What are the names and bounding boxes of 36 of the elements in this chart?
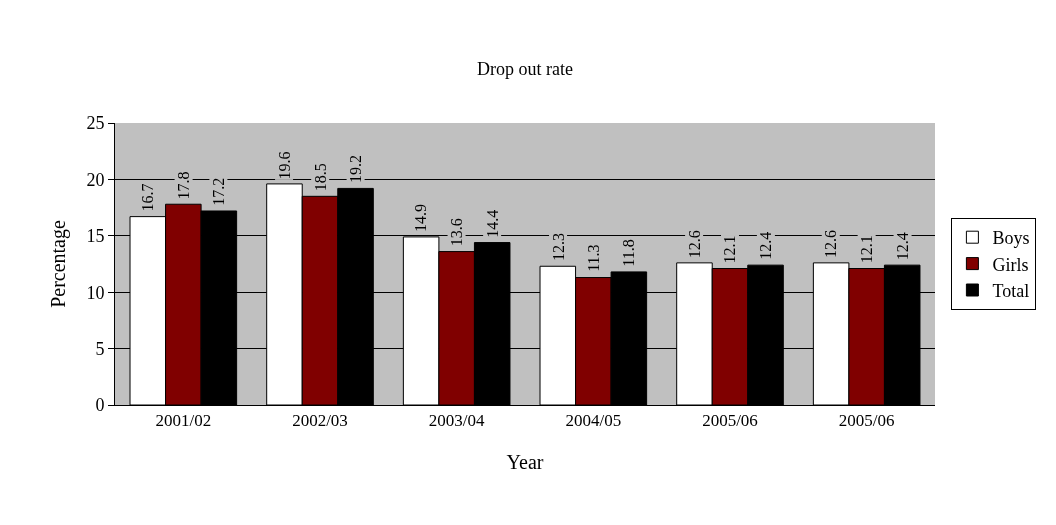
x-axis-title: Year <box>506 450 544 473</box>
data-label: 12.6 <box>685 230 703 259</box>
data-label: 11.3 <box>584 244 602 272</box>
x-tick-label: 2002/03 <box>292 411 348 431</box>
data-label: 14.4 <box>483 209 501 238</box>
legend-label: Girls <box>992 254 1029 275</box>
data-label: 12.1 <box>858 235 876 264</box>
data-label: 12.1 <box>721 235 739 264</box>
data-label: 11.8 <box>619 239 637 267</box>
data-label: 12.4 <box>894 232 912 261</box>
data-label: 17.8 <box>175 171 193 200</box>
x-tick-label: 2001/02 <box>155 411 212 431</box>
data-label: 17.2 <box>209 177 227 206</box>
chart-title: Drop out rate <box>477 58 573 79</box>
data-label: 14.9 <box>412 204 430 233</box>
y-tick-label: 25 <box>86 113 105 134</box>
data-label: 12.6 <box>822 230 840 258</box>
x-tick-label: 2003/04 <box>428 411 486 431</box>
y-tick-label: 10 <box>86 282 105 303</box>
data-label: 12.4 <box>757 231 775 260</box>
y-tick-label: 0 <box>95 395 105 416</box>
x-tick-label: 2004/05 <box>565 411 622 431</box>
legend-label: Boys <box>992 228 1030 249</box>
legend-label: Total <box>992 281 1030 302</box>
data-label: 19.6 <box>275 151 293 180</box>
x-tick-label: 2005/06 <box>702 411 758 431</box>
data-label: 13.6 <box>448 218 466 247</box>
data-label: 19.2 <box>347 154 365 183</box>
x-tick-label: 2005/06 <box>838 411 895 431</box>
data-label: 12.3 <box>549 233 567 262</box>
y-tick-label: 20 <box>86 169 105 190</box>
data-label: 18.5 <box>311 163 329 192</box>
y-axis-title: Percentage <box>46 220 70 308</box>
y-tick-label: 15 <box>86 226 105 247</box>
data-label: 16.7 <box>139 183 157 212</box>
y-tick-label: 5 <box>95 338 105 359</box>
